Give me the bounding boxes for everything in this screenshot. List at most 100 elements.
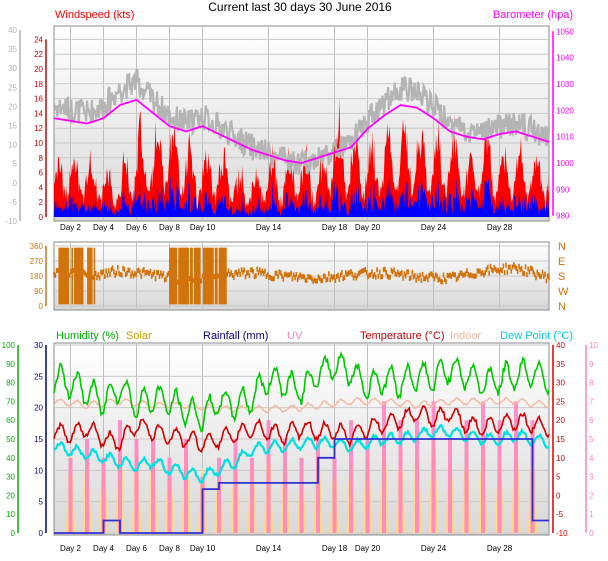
compass-label: S <box>558 271 565 283</box>
wind-lull-area <box>54 173 549 217</box>
uv-legend: UV <box>287 330 303 342</box>
humidity-axis-tick-label: 60 <box>6 416 15 425</box>
outer-axis-tick-label: 40 <box>8 26 17 35</box>
humidity-axis-tick-label: 70 <box>6 397 15 406</box>
rainfall-axis: 0 5 10 15 20 25 30 <box>34 341 47 538</box>
humidity-axis-tick-label: 90 <box>6 360 15 369</box>
windspeed-axis-tick-label: 24 <box>34 35 43 44</box>
uv-mark <box>134 439 139 533</box>
x-tick-label: Day 20 <box>355 544 381 553</box>
rainfall-axis-tick-label: 10 <box>34 466 43 475</box>
temperature-legend: Temperature (°C) <box>360 330 444 342</box>
wind-series <box>53 68 551 217</box>
uv-mark <box>184 439 188 533</box>
humidity-axis-tick-label: 20 <box>6 491 15 500</box>
uv-mark <box>497 420 502 533</box>
rainfall-legend: Rainfall (mm) <box>203 330 268 342</box>
windspeed-axis-tick-label: 0 <box>39 213 44 222</box>
barometer-legend: Barometer (hpa) <box>493 9 573 21</box>
uv-mark <box>118 420 122 533</box>
humidity-legend: Humidity (%) <box>56 330 119 342</box>
temperature-axis-tick-label: 30 <box>556 379 565 388</box>
rainfall-axis-tick-label: 30 <box>34 341 43 350</box>
compass-label: N <box>558 241 566 253</box>
rainfall-axis-tick-label: 5 <box>39 498 44 507</box>
uv-axis-tick-label: 1 <box>589 510 594 519</box>
rainfall-line <box>54 438 549 534</box>
barometer-axis-tick-label: 980 <box>556 212 570 221</box>
indoor-legend: Indoor <box>450 330 482 342</box>
x-tick-label: Day 8 <box>159 544 180 553</box>
temperature-axis-tick-label: 40 <box>556 341 565 350</box>
temperature-axis-tick-label: -5 <box>556 510 564 519</box>
x-tick-label: Day 8 <box>159 223 180 232</box>
uv-mark <box>431 401 436 533</box>
outer-axis-tick-label: -5 <box>10 198 18 207</box>
humidity-axis-tick-label: 80 <box>6 379 15 388</box>
uv-mark <box>167 457 172 533</box>
x-tick-label: Day 20 <box>355 223 381 232</box>
x-tick-label: Day 24 <box>421 544 447 553</box>
indoor-line <box>53 396 550 414</box>
uv-mark <box>68 457 73 533</box>
uv-mark <box>217 457 221 533</box>
uv-axis-tick-label: 10 <box>589 341 598 350</box>
outer-axis-tick-label: 5 <box>13 160 18 169</box>
windspeed-axis-tick-label: 2 <box>39 198 44 207</box>
outer-axis-tick-label: 35 <box>8 45 17 54</box>
windspeed-axis-tick-label: 22 <box>34 50 43 59</box>
humidity-axis-tick-label: 0 <box>11 529 16 538</box>
uv-mark <box>481 401 485 533</box>
windspeed-axis-tick-label: 12 <box>34 124 43 133</box>
windspeed-axis-tick-label: 10 <box>34 139 43 148</box>
uv-mark <box>85 439 89 533</box>
temperature-axis-tick-label: 5 <box>556 473 561 482</box>
rainfall-axis-tick-label: 15 <box>34 435 43 444</box>
outer-axis-tick-label: -10 <box>5 217 17 226</box>
uv-mark <box>349 420 353 533</box>
temperature-axis-tick-label: 10 <box>556 454 565 463</box>
humidity-axis-tick-label: 100 <box>2 341 16 350</box>
temperature-axis-tick-label: 20 <box>556 416 565 425</box>
climate-x-axis: Day 2 Day 4 Day 6 Day 8 Day 10 Day 14 Day 18 Da… <box>60 544 513 553</box>
x-tick-label: Day 4 <box>93 544 114 553</box>
compass-label: E <box>558 256 565 268</box>
humidity-axis-tick-label: 10 <box>6 510 15 519</box>
x-tick-label: Day 28 <box>487 544 513 553</box>
uv-axis-tick-label: 7 <box>589 397 594 406</box>
windspeed-legend: Windspeed (kts) <box>55 9 134 21</box>
humidity-axis: 0 10 20 30 40 50 60 70 80 90 100 <box>2 341 19 538</box>
uv-axis-tick-label: 5 <box>589 435 594 444</box>
x-tick-label: Day 28 <box>487 223 513 232</box>
uv-mark <box>415 420 419 533</box>
outer-axis-tick-label: 15 <box>8 122 17 131</box>
outer-axis-tick-label: 25 <box>8 83 17 92</box>
winddir-axis-tick-label: 270 <box>30 257 44 266</box>
uv-mark <box>299 457 304 533</box>
wind-x-axis: Day 2 Day 4 Day 6 Day 8 Day 10 Day 14 Day 18 Da… <box>60 223 513 232</box>
uv-mark <box>382 401 386 533</box>
wind-outer-axis: -10 -5 0 5 10 15 20 25 30 35 40 <box>5 26 21 226</box>
winddir-axis-tick-label: 90 <box>34 287 43 296</box>
uv-axis-tick-label: 9 <box>589 360 594 369</box>
uv-mark <box>316 439 320 533</box>
barometer-axis-tick-label: 990 <box>556 185 570 194</box>
x-tick-label: Day 10 <box>190 223 216 232</box>
gust-trace <box>53 68 551 175</box>
uv-mark <box>398 420 403 533</box>
compass-label: N <box>558 301 566 313</box>
uv-mark <box>266 420 271 533</box>
winddir-axis-tick-label: 180 <box>30 272 44 281</box>
barometer-axis-tick-label: 1050 <box>556 27 574 36</box>
temperature-axis: -10 -5 0 5 10 15 20 25 30 35 40 <box>552 341 568 538</box>
uv-axis-tick-label: 2 <box>589 491 594 500</box>
barometer-axis-tick-label: 1040 <box>556 54 574 63</box>
temperature-axis-tick-label: -10 <box>556 529 568 538</box>
outer-axis-tick-label: 10 <box>8 141 17 150</box>
x-tick-label: Day 2 <box>60 544 81 553</box>
uv-mark <box>448 439 452 533</box>
dewpoint-line <box>53 423 550 484</box>
